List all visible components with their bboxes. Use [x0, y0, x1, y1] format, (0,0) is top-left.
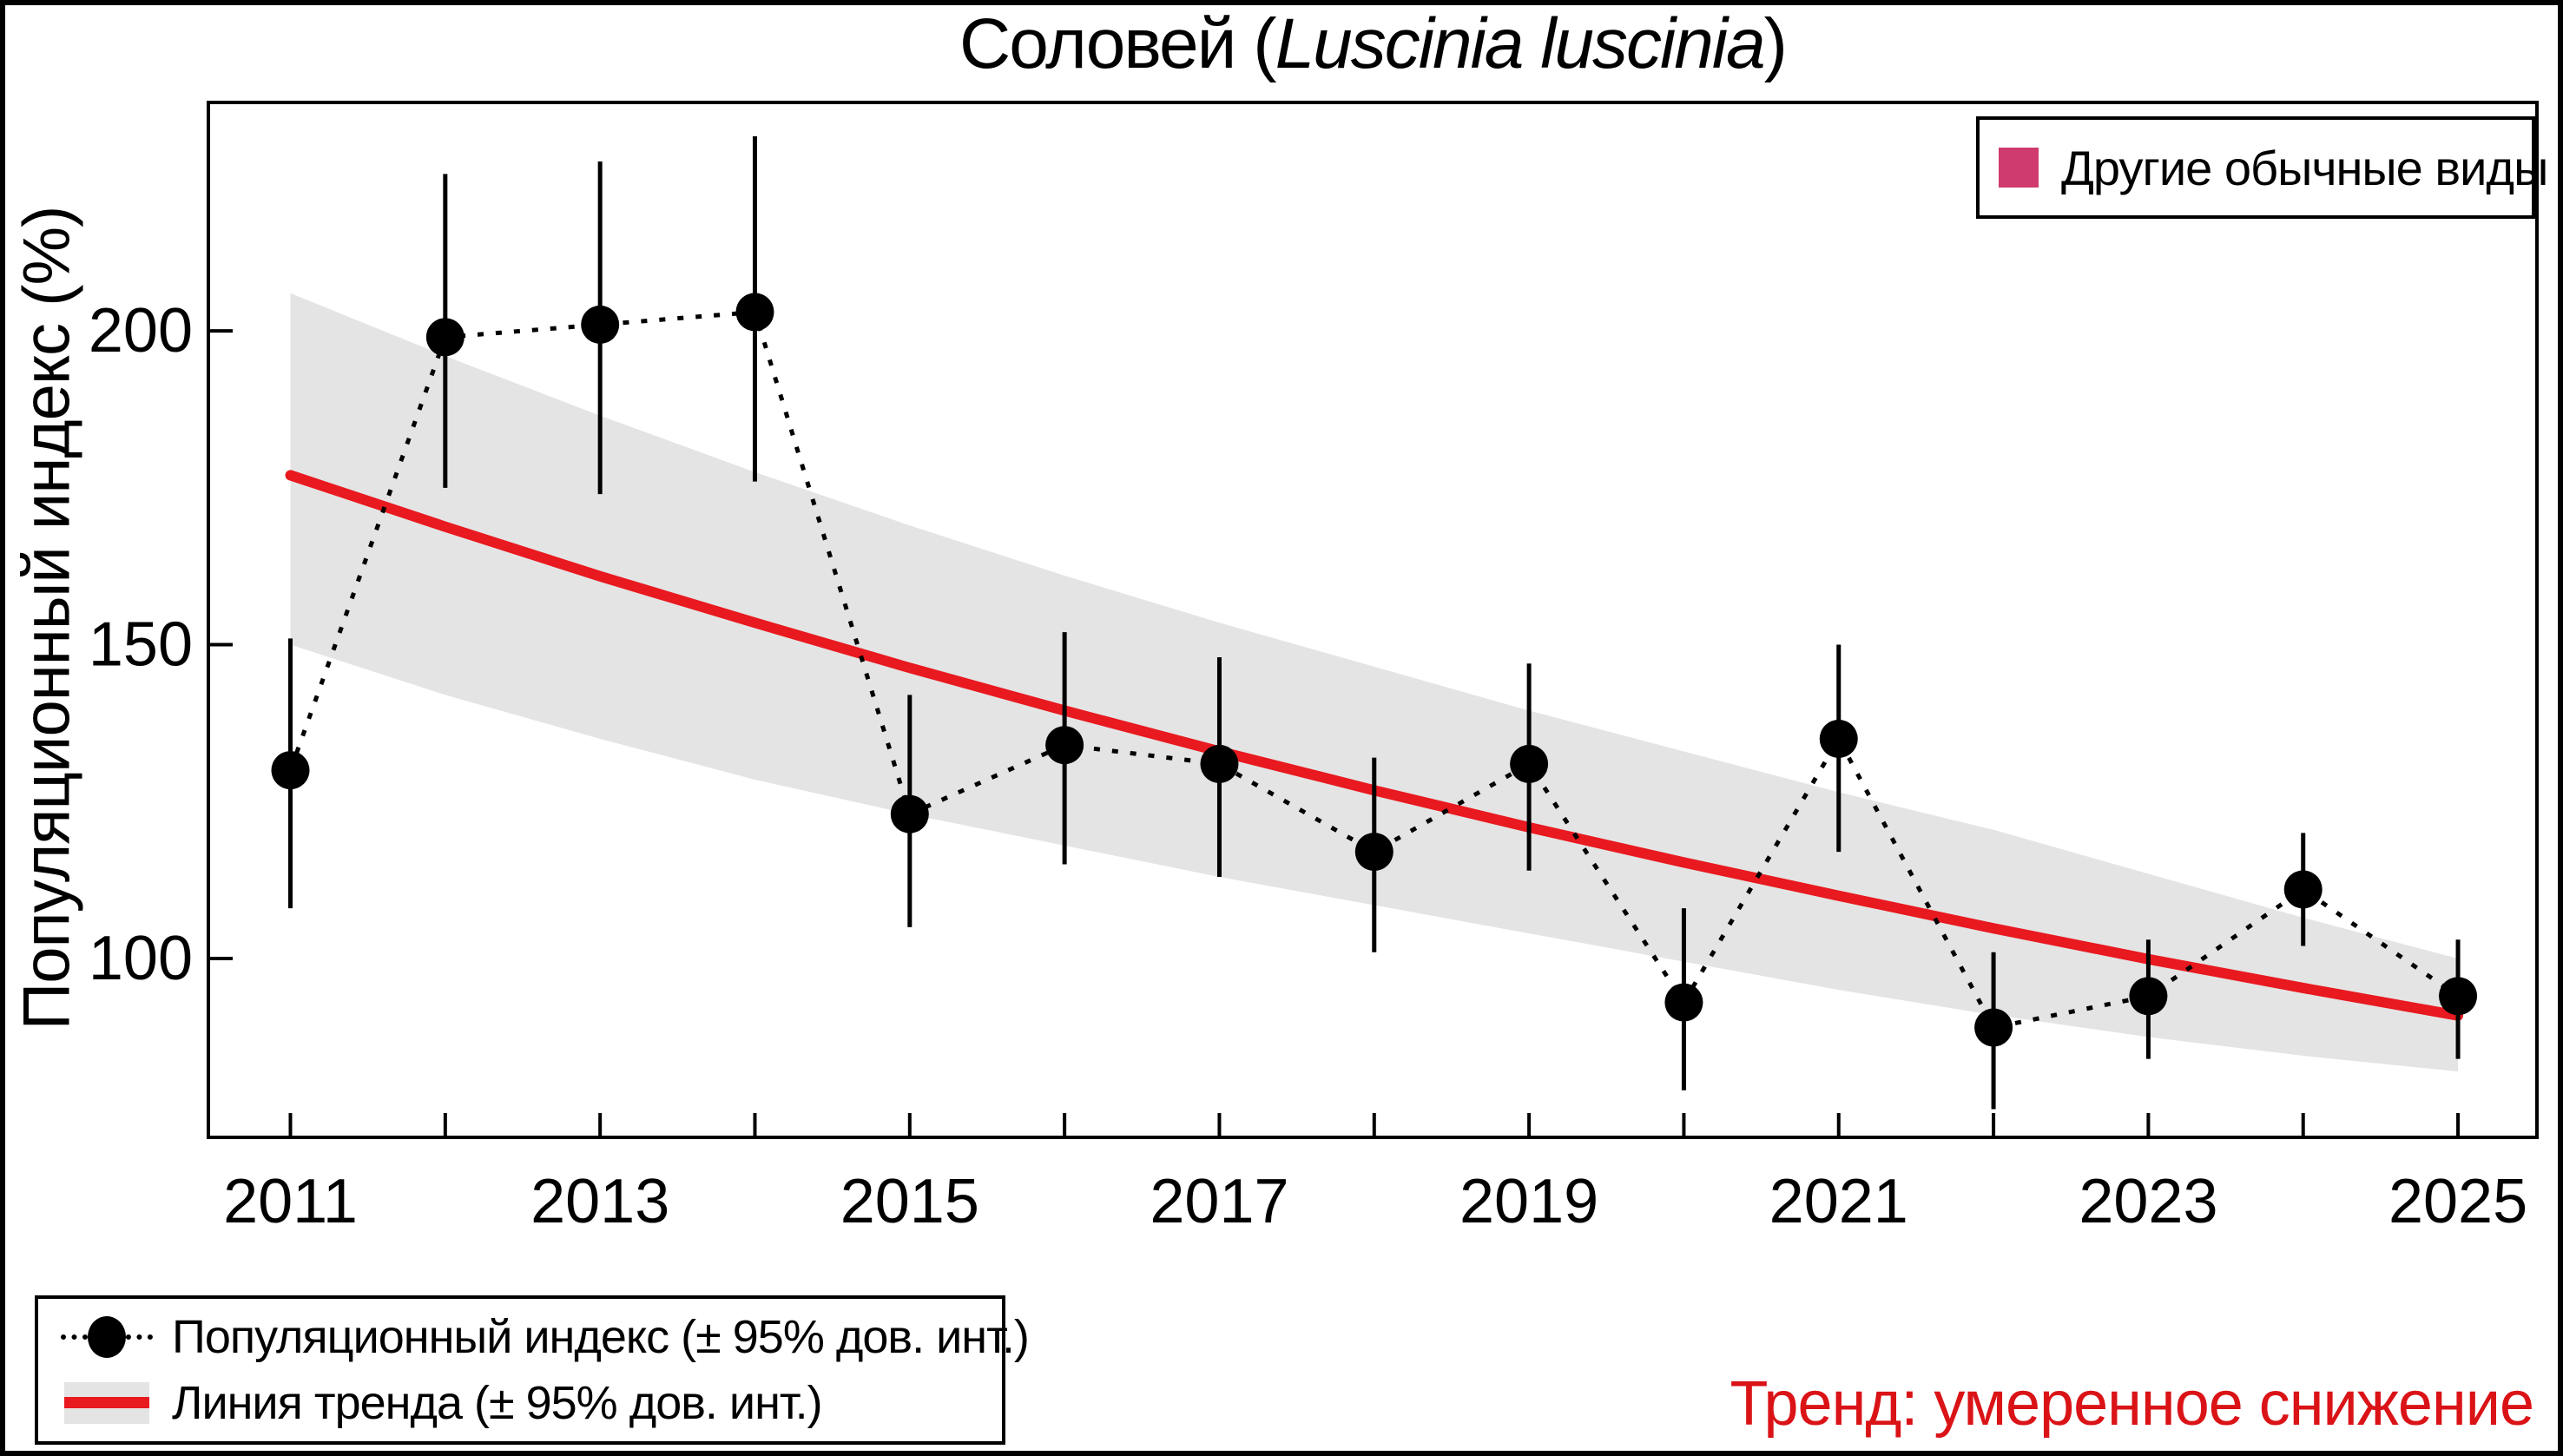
data-point-2014: [735, 293, 774, 332]
legend-row-index: Популяционный индекс (± 95% дов. инт.): [61, 1310, 1030, 1364]
x-tick-label-2025: 2025: [2388, 1167, 2527, 1236]
legend-row-trend: Линия тренда (± 95% дов. инт.): [61, 1376, 1002, 1430]
trend-confidence-band: [290, 293, 2459, 1072]
data-point-2025: [2439, 977, 2478, 1016]
chart-title-prefix: Соловей (: [959, 4, 1277, 83]
data-point-2015: [890, 794, 929, 833]
trend-line-icon: [64, 1397, 149, 1409]
chart-title-suffix: ): [1763, 4, 1788, 83]
data-point-2016: [1045, 726, 1084, 765]
chart-title-species: Luscinia luscinia: [1275, 4, 1766, 83]
data-point-2023: [2129, 977, 2168, 1016]
legend-trend-label: Линия тренда (± 95% дов. инт.): [172, 1376, 823, 1429]
y-tick-label-200: 200: [89, 296, 193, 366]
x-tick-label-2021: 2021: [1769, 1167, 1908, 1236]
legend-other-species: Другие обычные виды: [1976, 116, 2548, 219]
other-species-swatch-icon: [1999, 148, 2039, 188]
data-point-2011: [271, 751, 310, 790]
y-axis-label: Популяционный индекс (%): [10, 206, 84, 1031]
x-tick-label-2017: 2017: [1150, 1167, 1288, 1236]
data-point-2013: [581, 305, 620, 344]
trend-ci-marker-icon: [61, 1379, 153, 1427]
data-point-2021: [1819, 719, 1858, 758]
legend-other-species-label: Другие обычные виды: [2061, 140, 2548, 195]
band-swatch-icon: [64, 1381, 149, 1424]
data-point-2018: [1354, 833, 1394, 872]
x-tick-label-2023: 2023: [2079, 1167, 2217, 1236]
y-tick-label-100: 100: [89, 924, 193, 993]
x-tick-label-2011: 2011: [223, 1167, 358, 1236]
legend-index-label: Популяционный индекс (± 95% дов. инт.): [172, 1311, 1030, 1364]
data-point-2019: [1510, 744, 1549, 783]
x-tick-label-2019: 2019: [1459, 1167, 1598, 1236]
point-icon: [88, 1316, 126, 1359]
trend-assessment-note: Тренд: умеренное снижение: [1730, 1369, 2534, 1439]
data-point-2020: [1664, 983, 1703, 1022]
legend-series: Популяционный индекс (± 95% дов. инт.) Л…: [35, 1295, 1030, 1445]
point-ci-marker-icon: [61, 1313, 153, 1361]
data-point-2017: [1200, 744, 1239, 783]
data-point-2012: [425, 318, 465, 357]
data-point-2022: [1974, 1008, 2013, 1047]
x-tick-label-2013: 2013: [530, 1167, 669, 1236]
chart-title: Соловей (Luscinia luscinia): [208, 3, 2537, 85]
x-tick-label-2015: 2015: [840, 1167, 979, 1236]
y-tick-label-150: 150: [89, 610, 193, 680]
data-point-2024: [2283, 870, 2323, 909]
